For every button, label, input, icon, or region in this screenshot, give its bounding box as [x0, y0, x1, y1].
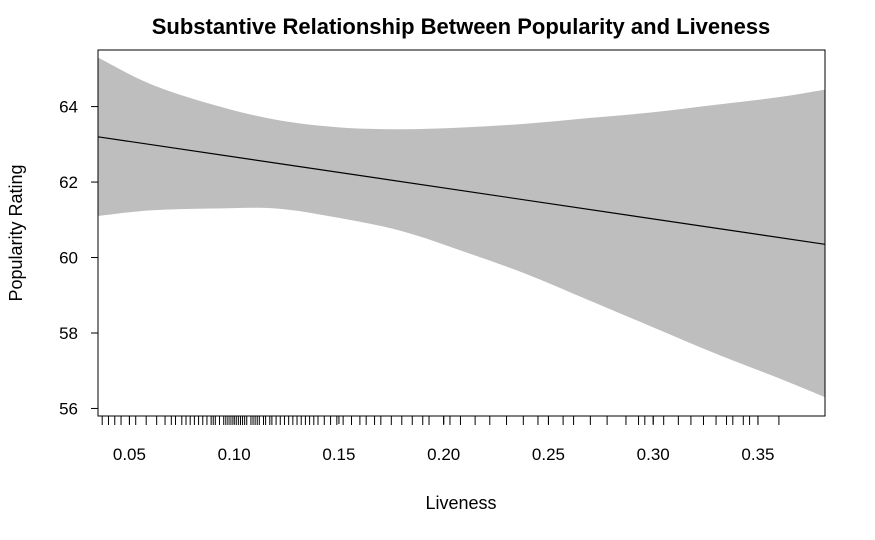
chart-title: Substantive Relationship Between Popular… [152, 14, 771, 39]
y-axis-label: Popularity Rating [6, 164, 26, 301]
x-tick-label: 0.15 [322, 445, 355, 464]
confidence-band-layer [98, 57, 825, 398]
y-tick-label: 64 [59, 98, 78, 117]
rug-layer [101, 416, 780, 425]
y-tick-label: 56 [59, 399, 78, 418]
x-tick-label: 0.25 [532, 445, 565, 464]
x-tick-label: 0.35 [741, 445, 774, 464]
x-tick-label: 0.30 [637, 445, 670, 464]
y-axis: 56 58 60 62 64 [59, 98, 98, 418]
fit-line [97, 136, 826, 245]
plot-frame [97, 49, 826, 417]
x-tick-label: 0.10 [218, 445, 251, 464]
x-tick-label: 0.20 [427, 445, 460, 464]
y-tick-label: 58 [59, 324, 78, 343]
confidence-band [98, 57, 825, 398]
x-axis-label: Liveness [425, 493, 496, 513]
fit-line-layer [97, 136, 826, 245]
y-tick-label: 62 [59, 173, 78, 192]
y-tick-label: 60 [59, 249, 78, 268]
x-axis: 0.05 0.10 0.15 0.20 0.25 0.30 0.35 [113, 416, 775, 464]
x-tick-label: 0.05 [113, 445, 146, 464]
